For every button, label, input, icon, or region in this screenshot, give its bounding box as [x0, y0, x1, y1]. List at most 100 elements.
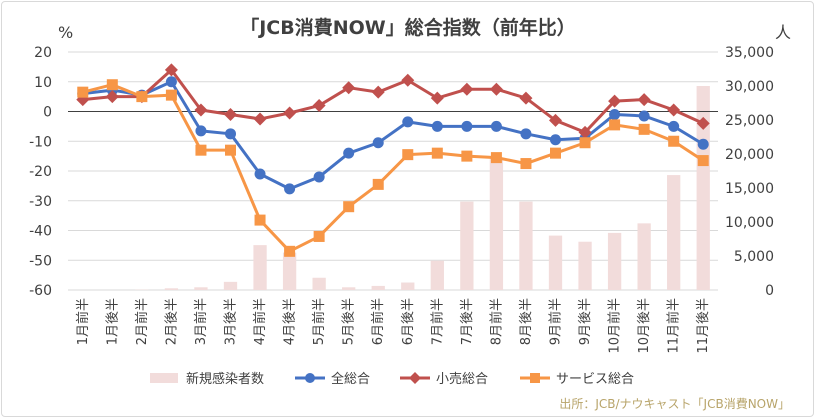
right-tick-label: 30,000 — [725, 79, 774, 95]
point-3月後半 — [224, 107, 237, 121]
left-tick-label: -20 — [29, 164, 52, 180]
point-6月前半 — [372, 178, 384, 190]
point-4月前半 — [254, 214, 266, 226]
bar-4月後半 — [282, 252, 297, 290]
legend-item: 全総合 — [295, 371, 370, 387]
x-tick-label: 5月後半 — [342, 298, 357, 345]
x-tick-label: 4月後半 — [283, 298, 298, 345]
x-tick-label: 7月前半 — [429, 298, 445, 345]
legend-marker — [305, 373, 315, 383]
point-6月前半 — [372, 137, 384, 149]
bar-series — [135, 86, 710, 290]
right-tick-label: 10,000 — [725, 215, 774, 231]
left-tick-label: -40 — [29, 224, 52, 240]
x-tick-label: 1月後半 — [105, 298, 120, 345]
point-7月前半 — [430, 91, 444, 105]
point-8月前半 — [489, 82, 503, 96]
point-9月後半 — [578, 125, 592, 139]
point-5月前半 — [313, 230, 325, 242]
point-3月後半 — [225, 144, 236, 156]
point-10月後半 — [637, 93, 651, 107]
x-tick-label: 9月後半 — [578, 298, 593, 345]
point-6月後半 — [402, 116, 414, 128]
point-8月前半 — [490, 152, 502, 164]
x-tick-label: 4月前半 — [252, 298, 268, 345]
left-axis-unit: % — [58, 23, 73, 42]
point-5月後半 — [343, 147, 355, 159]
point-8月前半 — [490, 120, 502, 132]
legend-marker — [530, 373, 540, 383]
point-8月後半 — [519, 91, 533, 105]
x-tick-label: 3月前半 — [193, 298, 209, 345]
legend-item: サービス総合 — [520, 372, 634, 387]
point-7月前半 — [431, 120, 443, 132]
point-4月後半 — [284, 183, 296, 195]
x-tick-label: 2月後半 — [164, 298, 179, 345]
point-11月前半 — [668, 135, 680, 147]
chart-title: 「JCB消費NOW」総合指数（前年比） — [240, 16, 576, 39]
right-tick-label: 25,000 — [725, 113, 774, 129]
bar-2月後半 — [164, 288, 179, 290]
x-tick-label: 11月前半 — [666, 298, 682, 354]
bar-6月後半 — [401, 282, 415, 290]
right-axis-ticks: 0 5,000 10,000 15,000 20,000 25,000 30,000 35,0… — [725, 45, 774, 299]
point-10月後半 — [638, 123, 650, 135]
series-line — [82, 83, 705, 253]
point-7月後半 — [460, 82, 474, 96]
point-1月後半 — [105, 90, 119, 104]
left-tick-label: 0 — [43, 105, 52, 121]
point-10月前半 — [609, 108, 621, 120]
point-5月前半 — [312, 99, 326, 113]
legend-item: 新規感染者数 — [150, 371, 264, 387]
point-4月後半 — [284, 245, 296, 257]
right-tick-label: 0 — [765, 283, 774, 299]
x-tick-label: 11月後半 — [696, 298, 711, 354]
point-11月後半 — [697, 155, 709, 167]
point-11月後半 — [697, 138, 709, 150]
line-series — [76, 63, 710, 257]
bar-11月前半 — [667, 175, 681, 290]
point-9月前半 — [550, 134, 561, 146]
x-tick-label: 6月後半 — [401, 298, 416, 345]
x-tick-label: 3月後半 — [224, 298, 239, 345]
x-tick-label: 8月後半 — [519, 298, 534, 345]
point-2月後半 — [164, 63, 178, 77]
point-5月後半 — [343, 201, 355, 213]
right-axis-unit: 人 — [775, 23, 791, 42]
bar-5月前半 — [312, 277, 326, 290]
point-2月前半 — [136, 91, 148, 103]
right-tick-label: 5,000 — [734, 249, 774, 265]
series-サービス総合 — [77, 79, 709, 257]
left-tick-label: 10 — [34, 75, 52, 91]
legend-label: サービス総合 — [556, 372, 634, 387]
legend-label: 小売総合 — [436, 371, 488, 387]
point-6月後半 — [402, 149, 414, 161]
x-axis-ticks: 1月前半 1月後半 2月前半 2月後半 3月前半 3月後半 4月前半 4月後半 5月前半 5月後半… — [75, 298, 711, 354]
bar-9月後半 — [578, 241, 592, 290]
bar-9月前半 — [548, 235, 563, 290]
bar-5月後半 — [342, 287, 356, 290]
x-tick-label: 7月後半 — [460, 298, 475, 345]
left-tick-label: 20 — [34, 45, 52, 61]
x-tick-label: 9月前半 — [548, 298, 564, 345]
point-1月後半 — [106, 79, 118, 91]
series-line — [82, 68, 704, 134]
x-tick-label: 2月前半 — [134, 298, 150, 345]
bar-7月前半 — [430, 260, 444, 290]
x-tick-label: 10月前半 — [607, 298, 623, 354]
bar-8月後半 — [519, 201, 533, 290]
right-tick-label: 15,000 — [725, 181, 774, 197]
right-tick-label: 20,000 — [725, 147, 774, 163]
point-9月前半 — [550, 147, 561, 159]
point-8月後半 — [520, 158, 532, 170]
legend-label: 全総合 — [331, 371, 370, 387]
point-10月後半 — [638, 110, 650, 122]
point-3月前半 — [194, 103, 208, 117]
bar-8月前半 — [489, 157, 504, 290]
legend-item: 小売総合 — [400, 371, 488, 387]
point-3月前半 — [195, 125, 207, 137]
left-tick-label: -50 — [29, 253, 52, 269]
point-2月後半 — [165, 89, 177, 101]
